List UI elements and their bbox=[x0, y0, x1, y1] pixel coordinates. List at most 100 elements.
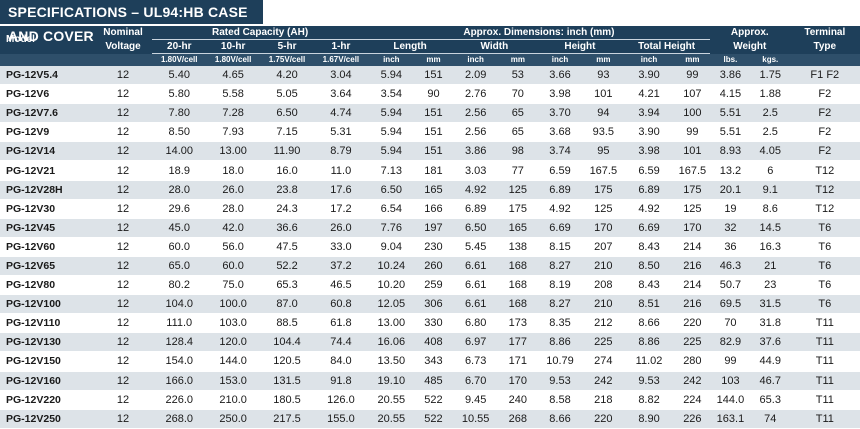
cell-width-mm: 65 bbox=[499, 103, 537, 124]
cell-total-height-mm: 216 bbox=[674, 256, 710, 277]
cell-cap-5hr: 16.0 bbox=[260, 160, 314, 181]
cell-weight-lbs: 103 bbox=[709, 371, 751, 391]
header-voltage-top: Nominal bbox=[93, 26, 153, 40]
cell-weight-kgs: 16.3 bbox=[750, 237, 790, 257]
cell-weight-kgs: 2.5 bbox=[750, 122, 790, 143]
cell-cap-20hr: 154.0 bbox=[152, 351, 207, 372]
cell-voltage: 12 bbox=[93, 180, 153, 200]
table-row: PG-12V220 12 226.0 210.0 180.5 126.0 20.55 522 9… bbox=[0, 390, 860, 410]
cell-cap-20hr: 28.0 bbox=[152, 180, 207, 200]
table-row: PG-12V110 12 111.0 103.0 88.5 61.8 13.00 330 6.8… bbox=[0, 313, 860, 334]
cell-total-height-mm: 226 bbox=[674, 409, 710, 429]
cell-width-inch: 6.61 bbox=[452, 294, 500, 315]
cell-terminal-type: T12 bbox=[789, 180, 860, 200]
cell-model: PG-12V9 bbox=[0, 122, 94, 143]
cell-cap-1hr: 3.64 bbox=[313, 84, 368, 105]
cell-length-mm: 330 bbox=[414, 313, 453, 334]
cell-weight-kgs: 14.5 bbox=[750, 218, 790, 238]
cell-total-height-inch: 3.90 bbox=[623, 66, 675, 86]
cell-width-inch: 4.92 bbox=[452, 180, 500, 200]
table-row: PG-12V9 12 8.50 7.93 7.15 5.31 5.94 151 2.56 65 3.… bbox=[0, 122, 860, 143]
cell-cap-1hr: 91.8 bbox=[313, 371, 368, 391]
cell-weight-kgs: 2.5 bbox=[750, 103, 790, 124]
cell-weight-lbs: 144.0 bbox=[709, 390, 751, 410]
cell-voltage: 12 bbox=[93, 218, 153, 238]
cell-height-inch: 6.69 bbox=[536, 218, 584, 238]
cell-model: PG-12V250 bbox=[0, 409, 94, 429]
cell-voltage: 12 bbox=[93, 66, 153, 86]
cell-length-inch: 20.55 bbox=[367, 409, 415, 429]
cell-cap-1hr: 155.0 bbox=[313, 409, 368, 429]
cell-cap-20hr: 80.2 bbox=[152, 275, 207, 296]
cell-cap-1hr: 5.31 bbox=[313, 122, 368, 143]
cell-length-mm: 306 bbox=[414, 294, 453, 315]
cell-height-inch: 6.59 bbox=[536, 160, 584, 181]
cell-terminal-type: T11 bbox=[789, 409, 860, 429]
header-row-2: Voltage 20-hr 10-hr 5-hr 1-hr Length Wid… bbox=[0, 39, 860, 54]
cell-cap-20hr: 45.0 bbox=[152, 218, 207, 238]
cell-total-height-mm: 100 bbox=[674, 103, 710, 124]
cell-length-mm: 165 bbox=[414, 180, 453, 200]
cell-cap-10hr: 7.28 bbox=[206, 103, 261, 124]
spec-table-body: PG-12V5.4 12 5.40 4.65 4.20 3.04 5.94 151 2.09 53… bbox=[0, 66, 860, 429]
cell-weight-lbs: 32 bbox=[709, 218, 751, 238]
cell-cap-10hr: 42.0 bbox=[206, 218, 261, 238]
cell-total-height-inch: 3.94 bbox=[623, 103, 675, 124]
cell-model: PG-12V160 bbox=[0, 371, 94, 391]
cell-length-mm: 181 bbox=[414, 160, 453, 181]
cell-length-inch: 5.94 bbox=[367, 66, 415, 86]
cell-cap-1hr: 11.0 bbox=[313, 160, 368, 181]
cell-cap-10hr: 7.93 bbox=[206, 122, 261, 143]
cell-height-mm: 125 bbox=[583, 199, 624, 219]
header-length: Length bbox=[367, 39, 453, 54]
cell-weight-lbs: 163.1 bbox=[709, 409, 751, 429]
cell-width-inch: 10.55 bbox=[452, 409, 500, 429]
cell-cap-5hr: 11.90 bbox=[260, 141, 314, 162]
cell-weight-kgs: 1.75 bbox=[750, 66, 790, 86]
cell-width-mm: 168 bbox=[499, 256, 537, 277]
cell-total-height-inch: 8.86 bbox=[623, 332, 675, 353]
header-weight-bottom: Weight bbox=[709, 39, 790, 54]
cell-weight-kgs: 44.9 bbox=[750, 351, 790, 372]
cell-model: PG-12V100 bbox=[0, 294, 94, 315]
cell-length-mm: 151 bbox=[414, 141, 453, 162]
cell-length-mm: 151 bbox=[414, 103, 453, 124]
cell-cap-5hr: 131.5 bbox=[260, 371, 314, 391]
header-model: Model bbox=[0, 26, 94, 54]
cell-height-mm: 207 bbox=[583, 237, 624, 257]
cell-width-mm: 165 bbox=[499, 218, 537, 238]
cell-height-inch: 3.70 bbox=[536, 103, 584, 124]
cell-length-inch: 6.54 bbox=[367, 199, 415, 219]
cell-weight-kgs: 4.05 bbox=[750, 141, 790, 162]
cell-length-inch: 9.04 bbox=[367, 237, 415, 257]
cell-width-inch: 2.09 bbox=[452, 66, 500, 86]
cell-length-mm: 343 bbox=[414, 351, 453, 372]
cell-weight-lbs: 20.1 bbox=[709, 180, 751, 200]
header-unit-blank bbox=[93, 53, 153, 66]
cell-cap-1hr: 17.6 bbox=[313, 180, 368, 200]
cell-weight-lbs: 50.7 bbox=[709, 275, 751, 296]
cell-length-inch: 7.76 bbox=[367, 218, 415, 238]
cell-cap-1hr: 3.04 bbox=[313, 66, 368, 86]
cell-length-mm: 151 bbox=[414, 66, 453, 86]
cell-height-mm: 175 bbox=[583, 180, 624, 200]
cell-model: PG-12V30 bbox=[0, 199, 94, 219]
cell-voltage: 12 bbox=[93, 141, 153, 162]
cell-cap-5hr: 7.15 bbox=[260, 122, 314, 143]
cell-weight-kgs: 37.6 bbox=[750, 332, 790, 353]
cell-cap-5hr: 104.4 bbox=[260, 332, 314, 353]
cell-terminal-type: T11 bbox=[789, 371, 860, 391]
cell-total-height-mm: 216 bbox=[674, 294, 710, 315]
cell-cap-1hr: 74.4 bbox=[313, 332, 368, 353]
cell-weight-lbs: 5.51 bbox=[709, 103, 751, 124]
cell-cap-1hr: 33.0 bbox=[313, 237, 368, 257]
cell-weight-lbs: 36 bbox=[709, 237, 751, 257]
header-rated-capacity: Rated Capacity (AH) bbox=[152, 26, 368, 40]
cell-terminal-type: T12 bbox=[789, 199, 860, 219]
cell-cap-1hr: 60.8 bbox=[313, 294, 368, 315]
header-unit-height-inch: inch bbox=[536, 53, 584, 66]
cell-length-inch: 10.20 bbox=[367, 275, 415, 296]
cell-height-inch: 8.27 bbox=[536, 294, 584, 315]
cell-height-mm: 167.5 bbox=[583, 160, 624, 181]
